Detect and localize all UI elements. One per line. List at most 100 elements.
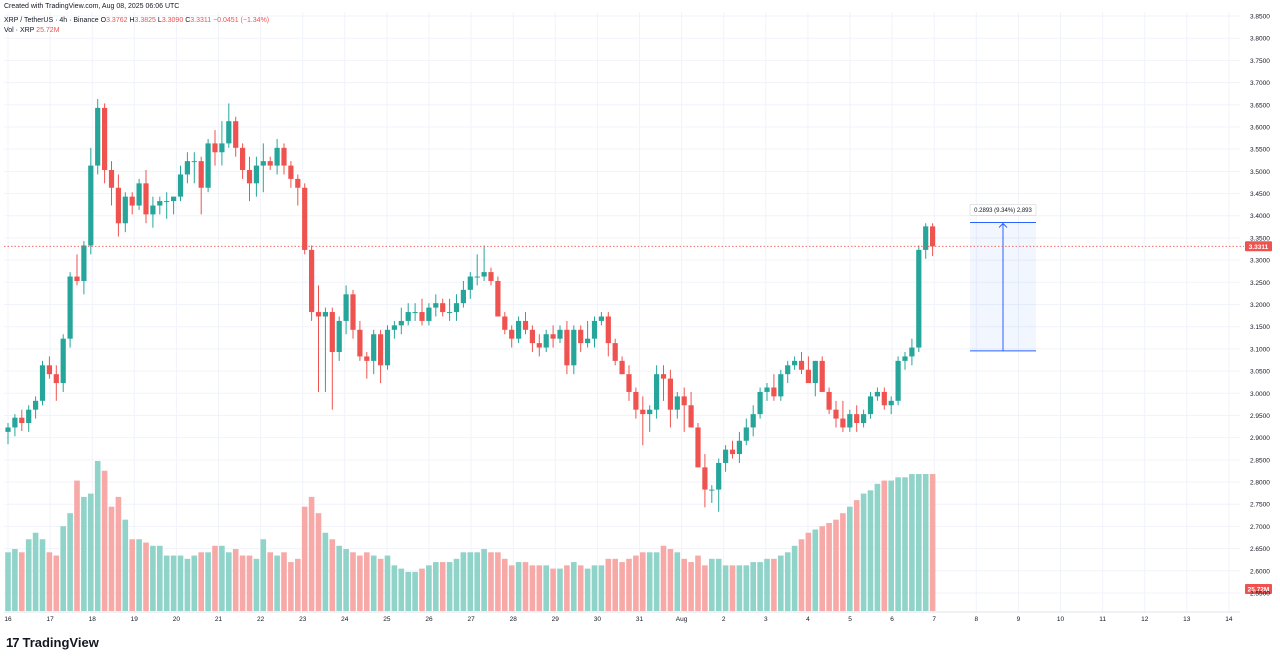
y-tick-label: 3.0000 (1250, 391, 1270, 398)
x-tick-label: 4 (806, 616, 810, 623)
candle-body (585, 338, 591, 344)
candle-body (640, 409, 646, 415)
x-tick-label: 27 (467, 616, 475, 623)
candle-body (74, 276, 80, 281)
x-tick-label: 11 (1099, 616, 1106, 623)
volume-bar (205, 552, 211, 611)
x-tick-label: 22 (257, 616, 265, 623)
candle-body (826, 391, 832, 410)
volume-bar (902, 477, 908, 611)
x-tick-label: 8 (974, 616, 978, 623)
volume-bar (301, 506, 308, 611)
volume-bar (805, 532, 812, 611)
volume-bar (757, 562, 763, 611)
volume-bar (867, 490, 874, 611)
candle-body (329, 312, 335, 352)
volume-bar (646, 552, 653, 611)
symbol-name[interactable]: XRP / TetherUS · 4h · Binance (4, 17, 99, 24)
candle-body (895, 360, 901, 401)
volume-bar (460, 552, 467, 611)
x-tick-label: 24 (341, 616, 349, 623)
y-tick-label: 2.6000 (1250, 568, 1270, 575)
candle-body (233, 121, 239, 148)
volume-label[interactable]: Vol · XRP (4, 27, 35, 34)
candle-body (605, 316, 611, 344)
x-tick-label: 26 (425, 616, 433, 623)
candle-body (88, 165, 94, 246)
volume-bar (515, 562, 522, 611)
volume-bar (32, 532, 39, 611)
candle-body (260, 161, 266, 166)
candle-body (433, 303, 439, 308)
volume-bar (591, 565, 598, 611)
y-tick-label: 3.7500 (1250, 58, 1270, 65)
candle-body (102, 107, 108, 171)
volume-bar (39, 539, 46, 611)
volume-bar (709, 558, 715, 611)
candle-body (150, 205, 156, 215)
tradingview-logo[interactable]: 17 TradingView (6, 634, 99, 650)
y-tick-label: 3.2000 (1250, 302, 1270, 309)
x-tick-label: 12 (1141, 616, 1149, 623)
volume-bar (329, 539, 336, 611)
candle-body (336, 320, 342, 352)
candle-body (164, 201, 170, 203)
candle-body (267, 161, 273, 166)
volume-legend[interactable]: Vol · XRP 25.72M (4, 26, 60, 36)
volume-bar (743, 565, 750, 611)
candle-body (474, 276, 480, 278)
candle-body (571, 329, 577, 366)
volume-bars (5, 461, 936, 611)
volume-bar (840, 513, 846, 611)
y-tick-label: 3.3500 (1250, 235, 1270, 242)
volume-bar (916, 474, 922, 611)
y-tick-label: 3.1000 (1250, 346, 1270, 353)
volume-bar (729, 565, 736, 611)
price-axis[interactable]: 3.8500 3.8000 3.7500 3.7000 3.6500 3.6000 3.55… (1250, 14, 1270, 598)
volume-bar (226, 552, 232, 611)
volume-bar (115, 496, 122, 611)
volume-bar (764, 558, 770, 611)
candle-body (598, 316, 604, 321)
candle-body (674, 396, 680, 410)
volume-bar (557, 568, 563, 611)
candle-body (667, 378, 673, 410)
y-tick-label: 2.8500 (1250, 457, 1270, 464)
candle-body (122, 196, 128, 224)
volume-bar (336, 545, 342, 611)
symbol-legend[interactable]: XRP / TetherUS · 4h · Binance O3.3762 H3… (4, 16, 269, 26)
y-tick-label: 3.8500 (1250, 14, 1270, 21)
volume-bar (798, 539, 805, 611)
y-tick-label: 2.8000 (1250, 480, 1270, 487)
volume-bar (308, 496, 315, 611)
volume-bar (674, 552, 681, 611)
x-tick-label: 19 (131, 616, 139, 623)
candle-body (177, 174, 184, 197)
price-range-measure[interactable]: 0.2893 (9.34%) 2,893 (969, 204, 1037, 352)
volume-bar (722, 565, 729, 611)
candle-body (67, 276, 73, 339)
volume-bar (778, 555, 784, 611)
volume-bar (439, 562, 446, 611)
created-with-note: Created with TradingView.com, Aug 08, 20… (4, 3, 180, 10)
volume-bar (784, 552, 791, 611)
candle-body (909, 347, 915, 357)
x-tick-label: 3 (764, 616, 768, 623)
price-tag-bg (1245, 241, 1272, 252)
candle-body (757, 391, 763, 415)
close-value: 3.3311 (190, 17, 212, 24)
volume-bar (660, 545, 667, 611)
volume-bar (253, 558, 260, 611)
volume-bar (88, 493, 94, 611)
volume-bar (508, 565, 515, 611)
candle-body (460, 289, 466, 304)
volume-bar (453, 558, 460, 611)
volume-bar (626, 558, 632, 611)
y-tick-label: 2.9500 (1250, 413, 1270, 420)
time-axis[interactable]: 16 17 18 19 20 21 22 23 24 25 26 27 28 29 30 31 Aug 2 3 4 5 6… (4, 616, 1233, 623)
y-tick-label: 3.2500 (1250, 280, 1270, 287)
volume-bar (543, 565, 549, 611)
volume-bar (108, 506, 115, 611)
x-tick-label: 2 (722, 616, 726, 623)
